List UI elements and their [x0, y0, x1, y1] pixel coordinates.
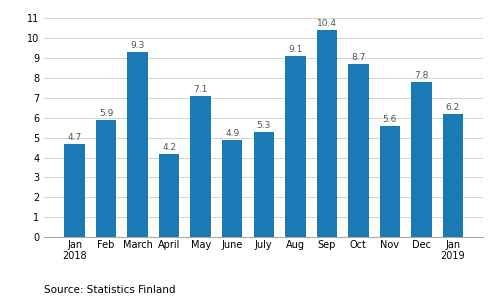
Text: 7.8: 7.8 — [414, 71, 428, 80]
Text: 6.2: 6.2 — [446, 103, 460, 112]
Bar — [443, 114, 463, 237]
Text: 9.3: 9.3 — [131, 41, 145, 50]
Text: 5.3: 5.3 — [256, 121, 271, 130]
Bar — [348, 64, 369, 237]
Bar — [380, 126, 400, 237]
Text: 5.9: 5.9 — [99, 109, 113, 118]
Bar — [64, 143, 85, 237]
Bar — [253, 132, 274, 237]
Bar — [411, 82, 432, 237]
Text: 5.6: 5.6 — [383, 115, 397, 124]
Text: 4.9: 4.9 — [225, 129, 239, 138]
Bar — [222, 140, 243, 237]
Bar — [317, 30, 337, 237]
Bar — [190, 96, 211, 237]
Bar — [96, 120, 116, 237]
Bar — [127, 52, 148, 237]
Text: 7.1: 7.1 — [194, 85, 208, 94]
Text: 9.1: 9.1 — [288, 45, 303, 54]
Text: Source: Statistics Finland: Source: Statistics Finland — [44, 285, 176, 295]
Text: 4.2: 4.2 — [162, 143, 176, 152]
Bar — [285, 56, 306, 237]
Text: 4.7: 4.7 — [68, 133, 82, 142]
Text: 8.7: 8.7 — [351, 53, 365, 62]
Bar — [159, 154, 179, 237]
Text: 10.4: 10.4 — [317, 19, 337, 28]
